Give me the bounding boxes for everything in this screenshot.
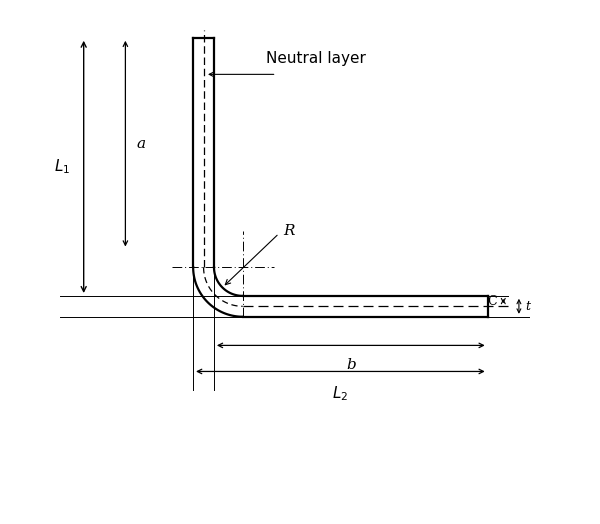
Text: t: t [525,300,530,313]
Text: $L_2$: $L_2$ [332,385,349,403]
Text: $L_1$: $L_1$ [55,158,71,176]
Text: b: b [346,358,356,373]
Text: C: C [487,294,497,308]
Text: a: a [137,137,146,151]
Text: Neutral layer: Neutral layer [266,51,365,66]
Text: R: R [283,224,294,238]
